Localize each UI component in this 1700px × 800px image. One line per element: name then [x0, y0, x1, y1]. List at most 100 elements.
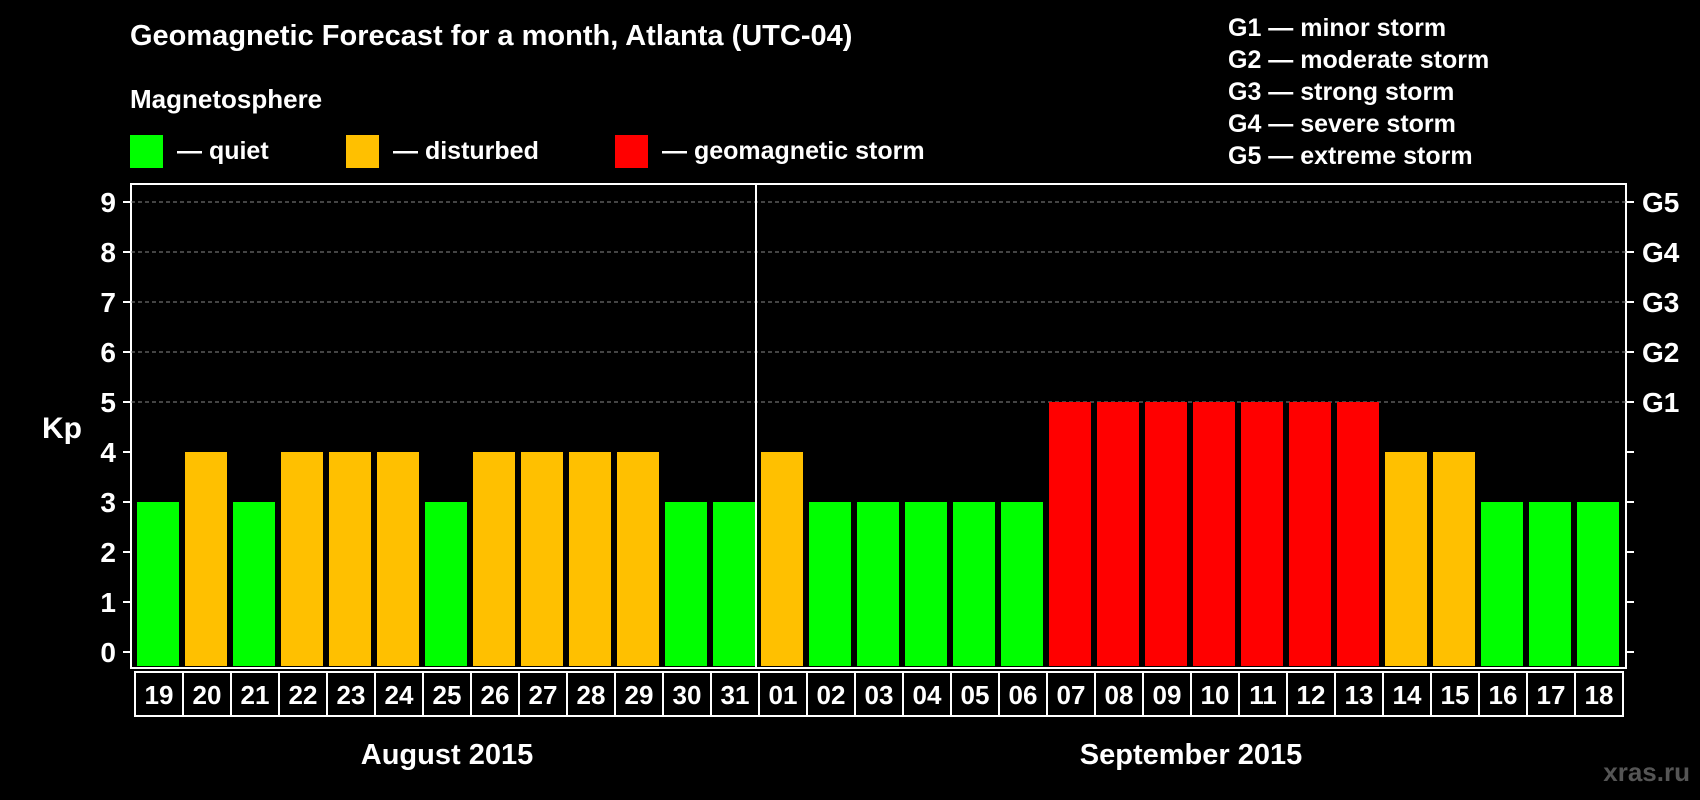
x-tick-label: 20	[193, 680, 222, 710]
y-tick-label: 2	[100, 537, 116, 568]
bar	[425, 502, 467, 666]
x-tick-label: 17	[1537, 680, 1566, 710]
bar	[281, 452, 323, 666]
y-tick-label: 9	[100, 187, 116, 218]
storm-key-g1: G1 — minor storm	[1228, 14, 1447, 42]
bar	[1145, 402, 1187, 666]
x-tick-label: 29	[625, 680, 654, 710]
legend-quiet-swatch	[130, 134, 163, 168]
bar	[521, 452, 563, 666]
right-axis-label: G1	[1642, 387, 1679, 418]
x-tick-label: 23	[337, 680, 366, 710]
right-axis-label: G2	[1642, 337, 1679, 368]
bar	[329, 452, 371, 666]
legend-disturbed-label: — disturbed	[393, 136, 539, 165]
x-tick-label: 02	[817, 680, 846, 710]
x-tick-label: 25	[433, 680, 462, 710]
x-tick-label: 19	[145, 680, 174, 710]
bar	[1433, 452, 1475, 666]
x-tick-label: 24	[385, 680, 414, 710]
x-tick-label: 10	[1201, 680, 1230, 710]
bar	[809, 502, 851, 666]
day-label-row	[134, 671, 1624, 717]
y-axis-label: Kp	[42, 412, 82, 445]
x-tick-label: 01	[769, 680, 798, 710]
bar	[1337, 402, 1379, 666]
legend-storm-label: — geomagnetic storm	[662, 136, 925, 165]
x-tick-label: 03	[865, 680, 894, 710]
bar	[1529, 502, 1571, 666]
storm-key-g3: G3 — strong storm	[1228, 78, 1455, 106]
x-tick-label: 22	[289, 680, 318, 710]
x-tick-label: 06	[1009, 680, 1038, 710]
y-tick-label: 5	[100, 387, 116, 418]
x-tick-label: 04	[913, 680, 942, 710]
x-tick-label: 14	[1393, 680, 1422, 710]
x-tick-label: 21	[241, 680, 270, 710]
legend-quiet: — quiet	[130, 134, 269, 168]
bar	[617, 452, 659, 666]
x-tick-label: 13	[1345, 680, 1374, 710]
bar	[665, 502, 707, 666]
legend-quiet-label: — quiet	[177, 136, 269, 165]
bar	[905, 502, 947, 666]
x-tick-label: 28	[577, 680, 606, 710]
bar	[953, 502, 995, 666]
storm-key-g2: G2 — moderate storm	[1228, 46, 1490, 74]
bar	[1241, 402, 1283, 666]
bar	[713, 502, 755, 666]
plot-frame	[130, 183, 1627, 669]
x-tick-label: 15	[1441, 680, 1470, 710]
y-tick-label: 3	[100, 487, 116, 518]
month-label: September 2015	[1080, 739, 1302, 771]
bar	[1097, 402, 1139, 666]
bar	[233, 502, 275, 666]
x-tick-label: 18	[1585, 680, 1614, 710]
x-tick-label: 09	[1153, 680, 1182, 710]
bar	[1193, 402, 1235, 666]
x-tick-label: 11	[1249, 680, 1277, 710]
bar	[473, 452, 515, 666]
bar	[1481, 502, 1523, 666]
legend-title: Magnetosphere	[130, 84, 323, 114]
y-tick-label: 7	[100, 287, 116, 318]
legend-storm-swatch	[615, 134, 648, 168]
x-tick-label: 26	[481, 680, 510, 710]
legend-disturbed-swatch	[346, 134, 379, 168]
bar	[857, 502, 899, 666]
storm-key-g4: G4 — severe storm	[1228, 110, 1456, 138]
x-tick-label: 30	[673, 680, 702, 710]
y-tick-label: 1	[100, 587, 116, 618]
bar	[137, 502, 179, 666]
right-axis-label: G5	[1642, 187, 1679, 218]
bar	[1289, 402, 1331, 666]
x-tick-label: 08	[1105, 680, 1134, 710]
y-tick-label: 4	[100, 437, 116, 468]
right-axis-label: G3	[1642, 287, 1679, 318]
x-tick-label: 12	[1297, 680, 1326, 710]
bar	[1049, 402, 1091, 666]
bar	[1577, 502, 1619, 666]
bar	[377, 452, 419, 666]
watermark: xras.ru	[1603, 757, 1690, 787]
x-tick-label: 16	[1489, 680, 1518, 710]
bar	[761, 452, 803, 666]
y-tick-label: 0	[100, 637, 116, 668]
y-tick-label: 8	[100, 237, 116, 268]
x-tick-label: 05	[961, 680, 990, 710]
x-tick-label: 27	[529, 680, 558, 710]
storm-scale-key: G1 — minor storm G2 — moderate storm G3 …	[1228, 12, 1489, 172]
bar	[569, 452, 611, 666]
chart-title: Geomagnetic Forecast for a month, Atlant…	[130, 20, 853, 52]
bar	[1001, 502, 1043, 666]
legend-disturbed: — disturbed	[346, 134, 539, 168]
x-tick-label: 31	[721, 680, 750, 710]
right-axis-label: G4	[1642, 237, 1680, 268]
legend-storm: — geomagnetic storm	[615, 134, 925, 168]
bar	[185, 452, 227, 666]
bar	[1385, 452, 1427, 666]
x-tick-label: 07	[1057, 680, 1086, 710]
y-tick-label: 6	[100, 337, 116, 368]
month-label: August 2015	[361, 739, 533, 771]
